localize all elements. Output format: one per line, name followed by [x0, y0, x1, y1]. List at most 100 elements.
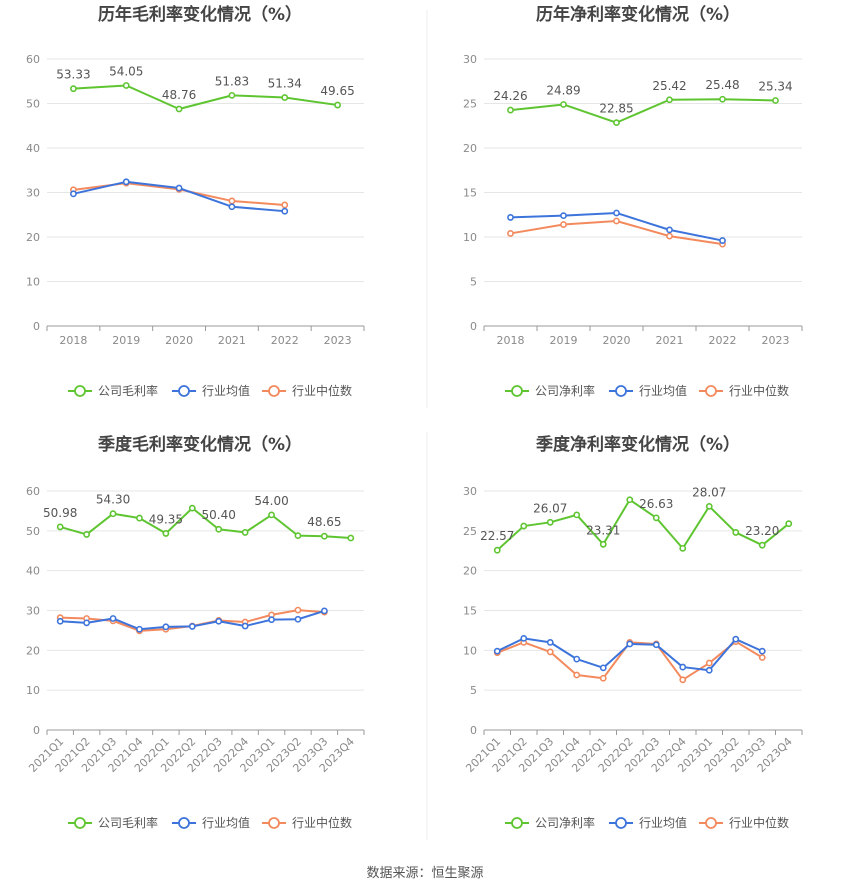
legend-item-industry-median[interactable]: 行业中位数 [262, 815, 352, 830]
data-point-industry-avg [705, 666, 713, 674]
data-point-company [666, 96, 673, 104]
y-tick-label: 15 [463, 605, 477, 618]
legend-item-industry-median[interactable]: 行业中位数 [699, 383, 789, 398]
series-line-industry-avg [510, 211, 723, 242]
y-tick-label: 30 [26, 187, 40, 200]
data-point-industry-avg [268, 616, 275, 624]
data-point-company [705, 502, 713, 510]
data-point-company [719, 95, 726, 103]
x-tick-label: 2019 [112, 334, 140, 347]
data-point-company [70, 85, 77, 93]
legend-marker-icon [74, 817, 86, 829]
data-label: 51.34 [268, 77, 302, 91]
data-point-industry-avg [122, 178, 130, 186]
data-point-industry-avg [56, 617, 64, 625]
data-point-company [334, 101, 341, 109]
data-point-company [294, 532, 302, 540]
data-label: 51.83 [215, 74, 249, 88]
legend-item-industry-median[interactable]: 行业中位数 [699, 815, 789, 830]
data-point-company [281, 94, 289, 101]
data-point-industry-median [281, 201, 289, 209]
legend-item-company[interactable]: 公司毛利率 [68, 815, 158, 830]
y-tick-label: 40 [26, 142, 40, 155]
legend-label: 行业中位数 [729, 383, 789, 398]
data-label: 53.33 [56, 68, 90, 82]
data-point-company [228, 91, 236, 99]
data-point-company [520, 522, 528, 530]
data-label: 25.42 [652, 79, 686, 93]
data-label: 26.07 [533, 501, 567, 515]
legend-item-industry-median[interactable]: 行业中位数 [262, 383, 352, 398]
data-point-industry-avg [679, 663, 687, 671]
x-tick-label: 2019 [550, 334, 578, 347]
data-point-industry-avg [281, 207, 289, 215]
data-label: 54.05 [109, 64, 143, 78]
y-tick-label: 50 [26, 525, 40, 538]
y-tick-label: 5 [470, 276, 477, 289]
data-label: 25.48 [705, 78, 739, 92]
data-point-industry-avg [136, 625, 143, 633]
data-point-company [599, 540, 607, 548]
data-point-company [268, 511, 275, 519]
y-tick-label: 60 [26, 53, 40, 66]
legend-item-industry-avg[interactable]: 行业均值 [172, 815, 250, 830]
legend-item-industry-avg[interactable]: 行业均值 [172, 383, 250, 398]
data-point-industry-avg [758, 647, 766, 655]
y-tick-label: 30 [26, 605, 40, 618]
data-point-company [732, 529, 740, 536]
data-label: 24.26 [493, 89, 527, 103]
legend-label: 行业中位数 [292, 815, 352, 830]
data-label: 28.07 [692, 485, 726, 499]
x-tick-label: 2020 [603, 334, 631, 347]
y-tick-label: 20 [26, 644, 40, 657]
legend-label: 公司毛利率 [98, 815, 158, 830]
y-tick-label: 25 [463, 98, 477, 111]
chart-title: 季度毛利率变化情况（%） [98, 434, 302, 455]
data-point-company [758, 541, 766, 549]
legend-label: 公司净利率 [535, 815, 595, 830]
data-point-company [679, 544, 687, 552]
data-point-company [772, 97, 779, 104]
data-point-company [573, 511, 581, 519]
data-point-industry-avg [599, 664, 607, 672]
data-point-industry-avg [493, 647, 501, 655]
legend-item-company[interactable]: 公司净利率 [505, 815, 595, 830]
data-point-industry-avg [241, 622, 249, 630]
x-tick-label: 2021 [656, 334, 684, 347]
data-point-industry-median [228, 197, 236, 205]
chart-title: 历年净利率变化情况（%） [536, 4, 740, 25]
legend-item-industry-avg[interactable]: 行业均值 [609, 383, 687, 398]
chart-3: 季度毛利率变化情况（%）01020304050602021Q12021Q2202… [26, 434, 365, 830]
y-tick-label: 0 [33, 320, 40, 333]
y-tick-label: 10 [26, 684, 40, 697]
data-point-company [188, 504, 196, 512]
data-point-company [626, 496, 634, 504]
legend-item-industry-avg[interactable]: 行业均值 [609, 815, 687, 830]
data-point-company [83, 531, 91, 538]
legend-item-company[interactable]: 公司净利率 [505, 383, 595, 398]
data-point-company [175, 105, 183, 113]
data-point-industry-avg [613, 209, 620, 217]
data-point-industry-median [294, 606, 302, 614]
legend-marker-icon [705, 817, 717, 829]
legend-marker-icon [178, 817, 190, 829]
data-label: 22.85 [599, 102, 633, 116]
y-tick-label: 0 [470, 320, 477, 333]
data-point-company [493, 546, 501, 554]
x-tick-label: 2021 [218, 334, 246, 347]
data-point-industry-avg [70, 190, 77, 198]
y-tick-label: 0 [33, 724, 40, 737]
data-point-industry-avg [215, 617, 223, 625]
y-tick-label: 60 [26, 485, 40, 498]
data-point-company [507, 106, 514, 114]
series-line-company [510, 98, 776, 124]
data-point-industry-avg [175, 184, 183, 192]
legend-item-company[interactable]: 公司毛利率 [68, 383, 158, 398]
legend-label: 行业中位数 [292, 383, 352, 398]
data-point-industry-avg [507, 214, 514, 221]
legend-marker-icon [178, 385, 190, 397]
y-tick-label: 0 [470, 724, 477, 737]
legend-marker-icon [615, 385, 627, 397]
data-source-note: 数据来源：恒生聚源 [366, 866, 484, 881]
y-tick-label: 20 [26, 231, 40, 244]
